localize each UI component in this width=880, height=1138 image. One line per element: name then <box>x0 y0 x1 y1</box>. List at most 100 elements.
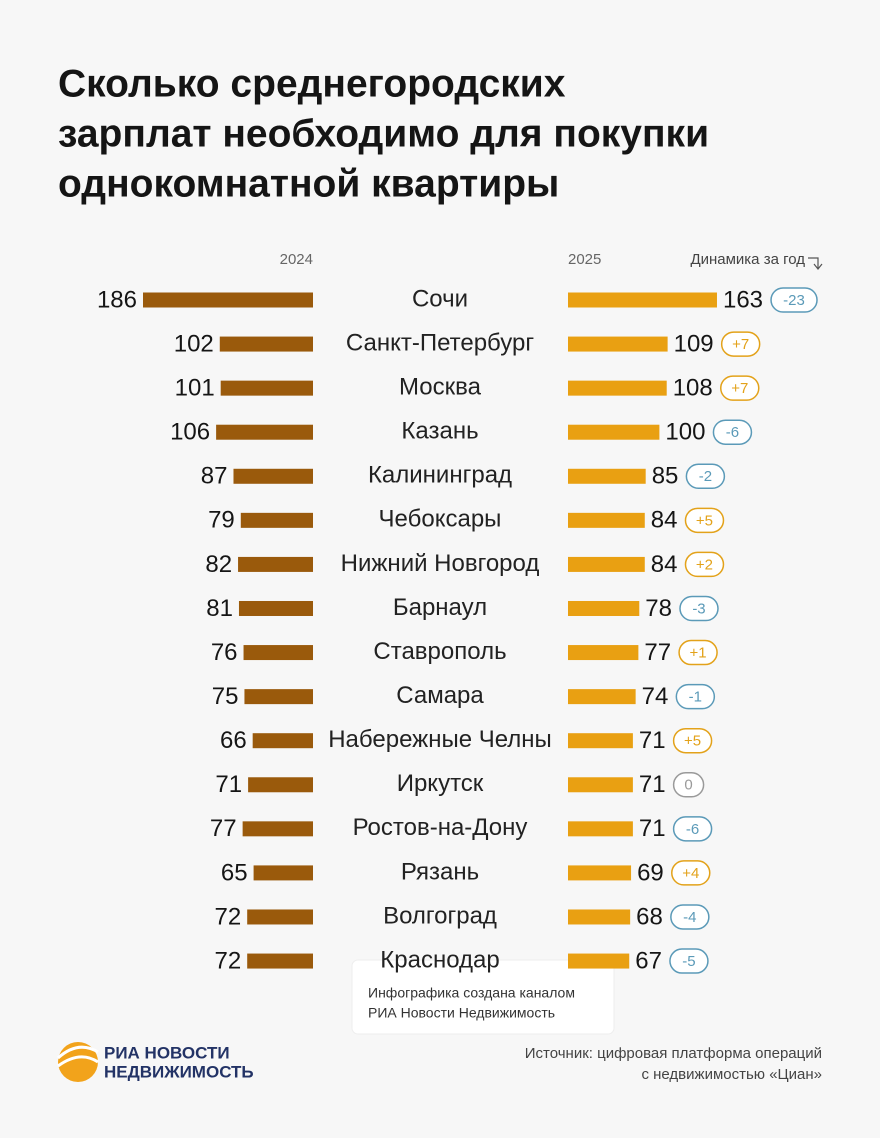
change-label: -6 <box>726 424 739 441</box>
logo-text: НЕДВИЖИМОСТЬ <box>104 1062 254 1081</box>
bar-2025 <box>568 689 636 705</box>
value-label-2024: 101 <box>175 374 215 401</box>
city-label: Казань <box>401 418 478 445</box>
bar-2025 <box>568 645 639 661</box>
city-label: Волгоград <box>383 902 497 929</box>
change-label: +4 <box>682 865 699 882</box>
change-badge <box>679 595 719 622</box>
change-label: -1 <box>689 689 702 706</box>
bar-2025 <box>568 777 633 793</box>
change-label: -23 <box>783 292 805 309</box>
bar-2025 <box>568 380 667 396</box>
value-label-2024: 66 <box>220 727 247 754</box>
chart-title: зарплат необходимо для покупки <box>58 112 709 155</box>
bar-2024 <box>240 512 313 528</box>
change-label: 0 <box>684 777 692 794</box>
bar-2024 <box>143 292 313 308</box>
change-badge <box>675 683 716 710</box>
series-header: 2024 <box>280 251 313 268</box>
chart-title: однокомнатной квартиры <box>58 162 559 205</box>
change-label: +2 <box>696 556 713 573</box>
bar-2025 <box>568 909 631 925</box>
change-badge <box>684 551 725 578</box>
bar-2024 <box>233 468 313 484</box>
change-badge <box>672 772 705 798</box>
bar-2024 <box>247 909 313 925</box>
value-label-2025: 77 <box>644 639 671 666</box>
change-badge <box>712 419 753 445</box>
value-label-2025: 78 <box>645 595 672 622</box>
arrow <box>808 257 819 268</box>
value-label-2024: 102 <box>174 330 214 357</box>
value-label-2025: 67 <box>635 947 662 974</box>
value-label-2025: 108 <box>673 374 713 401</box>
city-label: Краснодар <box>380 946 499 973</box>
bar-2024 <box>242 821 313 837</box>
logo-icon <box>56 1042 99 1082</box>
change-badge <box>678 639 718 666</box>
change-badge <box>720 375 760 401</box>
value-label-2025: 71 <box>639 771 666 798</box>
city-label: Сочи <box>412 285 468 312</box>
change-label: -6 <box>686 821 699 838</box>
value-label-2025: 84 <box>651 551 678 578</box>
source-text: Источник: цифровая платформа операций <box>525 1045 822 1062</box>
bar-2025 <box>568 292 717 308</box>
value-label-2025: 71 <box>639 815 666 842</box>
value-label-2025: 109 <box>674 330 714 357</box>
value-label-2024: 75 <box>212 683 239 710</box>
change-badge <box>669 948 709 974</box>
change-label: -4 <box>683 909 696 926</box>
bar-2025 <box>568 512 645 528</box>
bar-2024 <box>248 777 313 793</box>
value-label-2025: 100 <box>665 419 705 446</box>
logo-text: РИА НОВОСТИ <box>104 1043 230 1062</box>
change-label: +1 <box>690 645 707 662</box>
city-label: Чебоксары <box>379 506 502 533</box>
value-label-2024: 106 <box>170 419 210 446</box>
bar-2025 <box>568 600 640 616</box>
change-badge <box>685 463 726 490</box>
bar-2025 <box>568 953 630 969</box>
city-label: Москва <box>399 373 482 400</box>
series-header: 2025 <box>568 251 601 268</box>
change-label: +5 <box>684 733 701 750</box>
change-badge <box>672 727 713 754</box>
arrow-head <box>813 263 823 270</box>
change-badge <box>670 904 710 930</box>
bar-2024 <box>220 380 313 396</box>
value-label-2024: 65 <box>221 859 248 886</box>
bar-2024 <box>238 556 313 572</box>
change-badge <box>672 816 713 842</box>
change-header: Динамика за год <box>690 251 805 268</box>
value-label-2024: 87 <box>201 463 228 490</box>
value-label-2024: 81 <box>206 595 233 622</box>
bar-2025 <box>568 468 646 484</box>
change-label: -5 <box>682 953 695 970</box>
change-label: +5 <box>696 512 713 529</box>
city-label: Самара <box>396 682 484 709</box>
value-label-2024: 79 <box>208 507 235 534</box>
change-badge <box>684 507 725 534</box>
value-label-2024: 71 <box>215 771 242 798</box>
bar-2024 <box>244 689 313 705</box>
value-label-2024: 76 <box>211 639 238 666</box>
bar-2025 <box>568 336 668 352</box>
bar-2024 <box>219 336 313 352</box>
value-label-2025: 84 <box>651 507 678 534</box>
bar-2024 <box>252 733 313 749</box>
city-label: Нижний Новгород <box>341 550 540 577</box>
bar-2025 <box>568 865 632 881</box>
city-label: Ростов-на-Дону <box>353 814 528 841</box>
value-label-2025: 163 <box>723 286 763 313</box>
change-label: +7 <box>732 336 749 353</box>
city-label: Рязань <box>401 858 479 885</box>
city-label: Санкт-Петербург <box>346 329 534 356</box>
bar-2024 <box>243 645 313 661</box>
city-label: Барнаул <box>393 594 487 621</box>
bar-2024 <box>216 424 313 440</box>
change-label: -2 <box>699 468 712 485</box>
chart-title: Сколько среднегородских <box>58 62 566 105</box>
city-label: Ставрополь <box>373 638 506 665</box>
